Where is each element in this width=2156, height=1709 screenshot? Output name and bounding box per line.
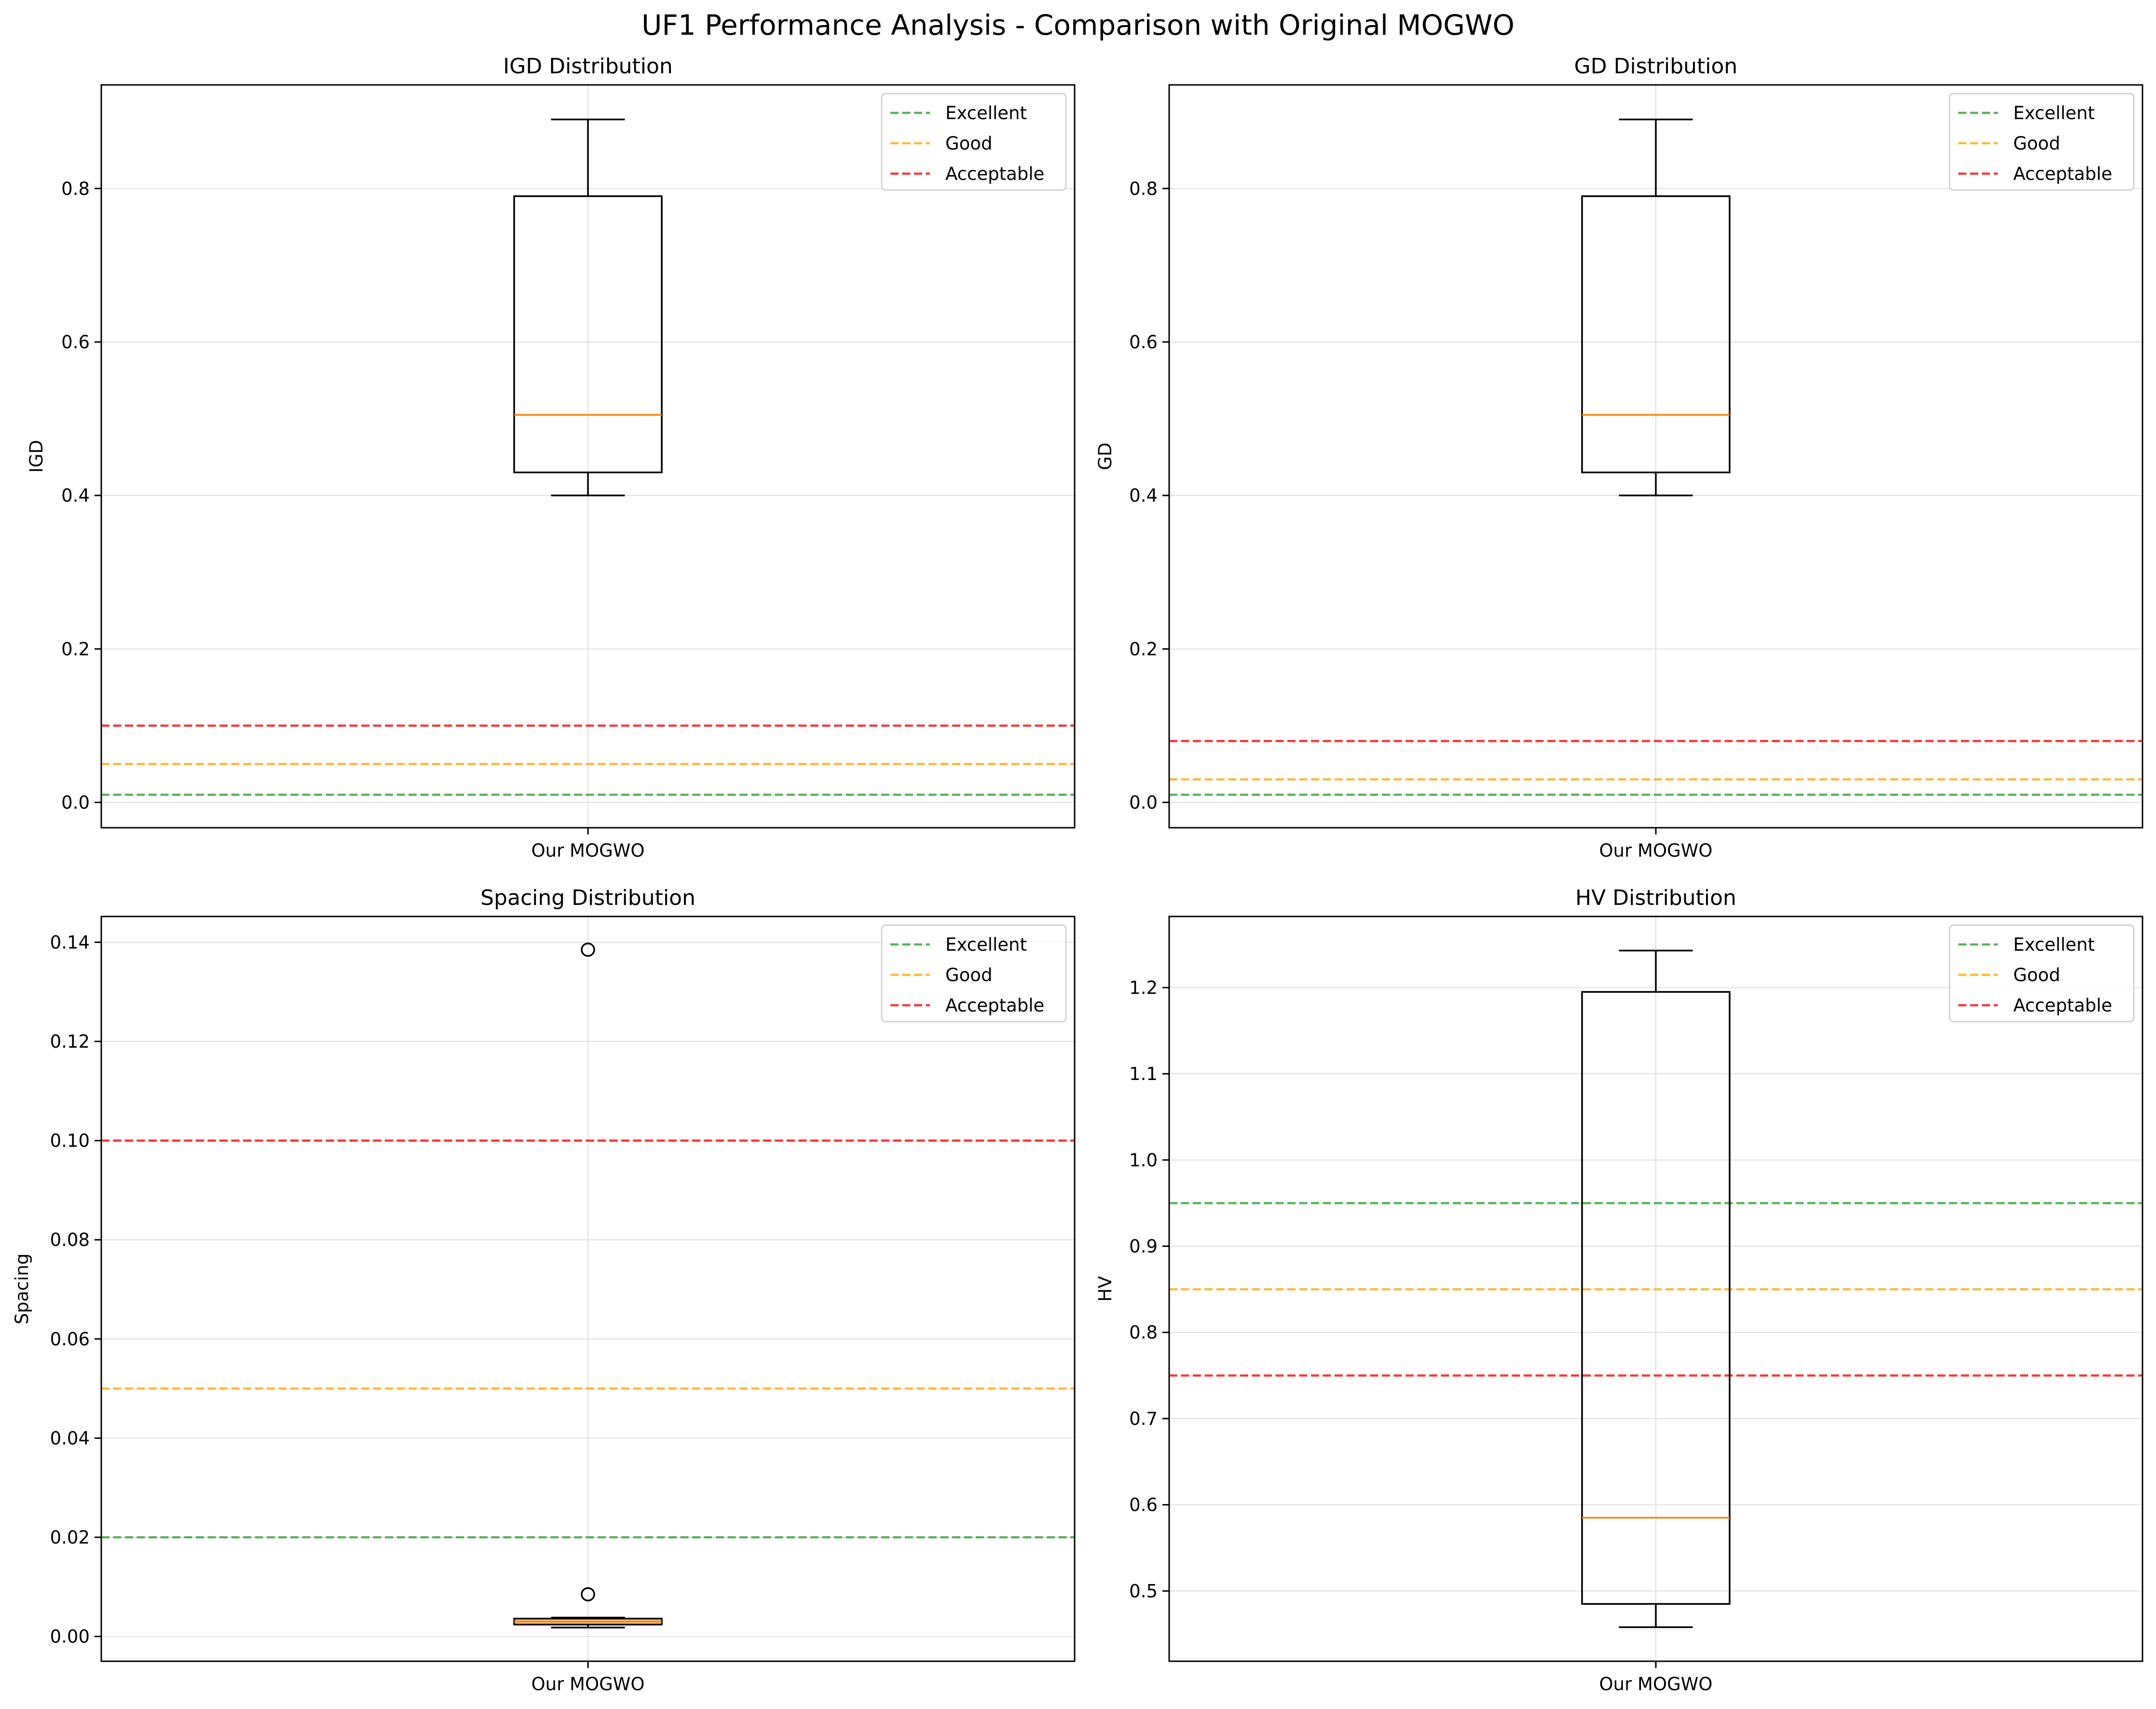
y-tick-label: 0.08 — [50, 1230, 90, 1250]
y-tick-label: 0.8 — [61, 178, 90, 199]
y-tick-label: 1.2 — [1129, 977, 1158, 998]
legend-label-good: Good — [2013, 133, 2060, 154]
legend-label-acceptable: Acceptable — [945, 164, 1044, 184]
panel-title: IGD Distribution — [503, 54, 673, 79]
y-tick-label: 0.4 — [1129, 485, 1158, 506]
panel-2: 0.0 0.2 0.4 0.6 0.8 Our MOGWO GD Distribution G… — [1095, 54, 2143, 861]
legend-label-acceptable: Acceptable — [2013, 995, 2112, 1016]
y-tick-label: 0.12 — [50, 1031, 90, 1052]
box-iqr — [1581, 991, 1731, 1605]
x-tick-label: Our MOGWO — [1599, 1674, 1713, 1695]
legend-label-acceptable: Acceptable — [945, 995, 1044, 1016]
y-tick-label: 0.2 — [1129, 639, 1158, 659]
y-tick-label: 0.8 — [1129, 178, 1158, 199]
x-tick-label: Our MOGWO — [1599, 840, 1713, 861]
y-tick-label: 0.06 — [50, 1329, 90, 1350]
y-tick-label: 0.6 — [1129, 1495, 1158, 1516]
y-tick-label: 1.1 — [1129, 1064, 1158, 1084]
panel-title: GD Distribution — [1574, 54, 1738, 79]
y-tick-label: 0.02 — [50, 1527, 90, 1548]
legend-label-excellent: Excellent — [945, 934, 1027, 955]
outlier-point — [581, 1587, 595, 1601]
legend-box — [881, 93, 1067, 191]
panels: 0.0 0.2 0.4 0.6 0.8 Our MOGWO IGD Distribution… — [12, 54, 2143, 1695]
legend-label-acceptable: Acceptable — [2013, 164, 2112, 184]
y-tick-label: 0.2 — [61, 639, 90, 659]
y-axis-label: Spacing — [12, 1253, 32, 1324]
x-tick-label: Our MOGWO — [532, 1674, 645, 1695]
y-axis-label: HV — [1095, 1276, 1116, 1301]
legend-label-excellent: Excellent — [945, 103, 1027, 123]
legend-label-good: Good — [945, 965, 992, 985]
legend: Excellent Good Acceptable — [1949, 93, 2135, 191]
box-iqr — [513, 195, 663, 474]
box-iqr — [1581, 195, 1731, 474]
legend: Excellent Good Acceptable — [1949, 924, 2135, 1023]
y-tick-label: 0.8 — [1129, 1322, 1158, 1343]
legend-box — [881, 924, 1067, 1023]
y-tick-label: 0.5 — [1129, 1581, 1158, 1601]
y-tick-label: 0.00 — [50, 1627, 90, 1647]
x-tick-label: Our MOGWO — [532, 840, 645, 861]
panel-3: 0.00 0.02 0.04 0.06 0.08 0.10 0.12 0.14 Our MOGW… — [12, 886, 1076, 1695]
panel-title: Spacing Distribution — [480, 886, 696, 910]
y-tick-label: 0.10 — [50, 1131, 90, 1151]
y-tick-label: 0.6 — [61, 332, 90, 353]
legend-label-excellent: Excellent — [2013, 103, 2095, 123]
y-tick-label: 0.14 — [50, 932, 90, 953]
y-tick-label: 0.9 — [1129, 1236, 1158, 1257]
panel-1: 0.0 0.2 0.4 0.6 0.8 Our MOGWO IGD Distribution… — [26, 54, 1076, 861]
y-tick-label: 1.0 — [1129, 1150, 1158, 1171]
legend-label-excellent: Excellent — [2013, 934, 2095, 955]
y-tick-label: 0.7 — [1129, 1408, 1158, 1429]
y-tick-label: 0.0 — [61, 793, 90, 813]
y-tick-label: 0.04 — [50, 1428, 90, 1449]
legend-label-good: Good — [2013, 965, 2060, 985]
panel-4: 0.5 0.6 0.7 0.8 0.9 1.0 1.1 1.2 Our MOGWO HV Dist… — [1095, 886, 2143, 1695]
panel-title: HV Distribution — [1575, 886, 1736, 910]
y-axis-label: IGD — [26, 440, 47, 473]
figure-title: UF1 Performance Analysis - Comparison wi… — [641, 9, 1515, 41]
y-tick-label: 0.0 — [1129, 793, 1158, 813]
legend-box — [1949, 924, 2135, 1023]
y-tick-label: 0.6 — [1129, 332, 1158, 353]
legend-label-good: Good — [945, 133, 992, 154]
outlier-point — [581, 943, 595, 957]
legend-box — [1949, 93, 2135, 191]
y-tick-label: 0.4 — [61, 485, 90, 506]
legend: Excellent Good Acceptable — [881, 924, 1067, 1023]
legend: Excellent Good Acceptable — [881, 93, 1067, 191]
y-axis-label: GD — [1095, 442, 1116, 470]
